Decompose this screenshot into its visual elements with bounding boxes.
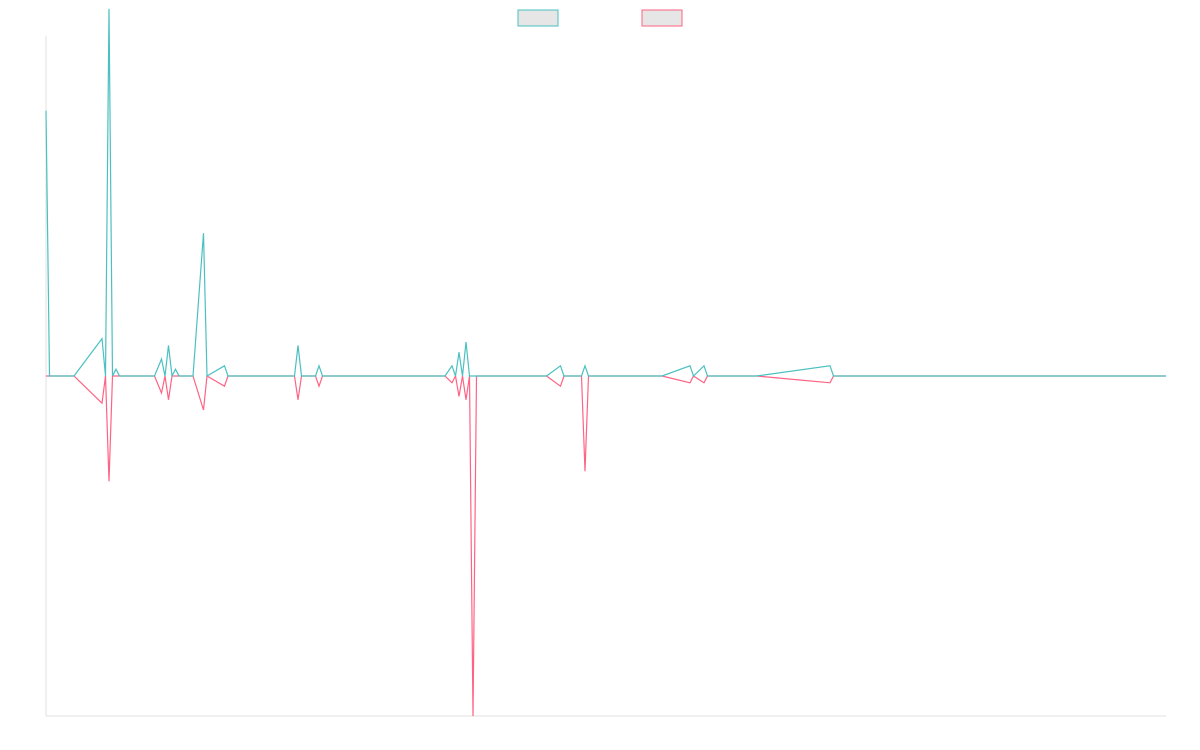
series-line-1 [45, 8, 1166, 379]
series-line-2 [46, 374, 1166, 717]
plot-area [45, 8, 1166, 717]
legend-swatch-1[interactable] [517, 9, 559, 27]
legend-swatch-2[interactable] [641, 9, 683, 27]
legend[interactable] [517, 9, 683, 27]
